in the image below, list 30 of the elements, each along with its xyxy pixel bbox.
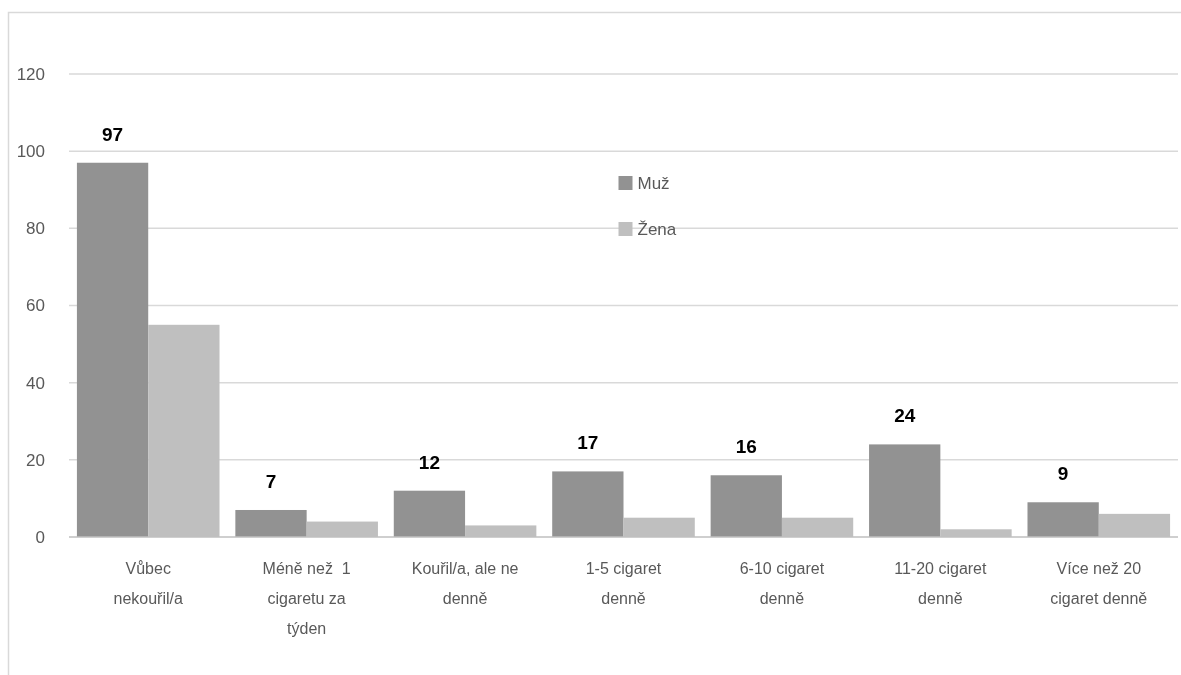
x-tick-label: 11-20 cigaret denně [894,560,988,607]
x-tick-label: Vůbec nekouřil/a [113,560,183,607]
data-label: 97 [102,123,124,145]
legend-label: Žena [637,219,677,239]
y-tick-label: 120 [16,64,45,84]
y-tick-label: 80 [26,219,45,239]
bar [235,509,307,537]
data-label: 24 [894,405,916,427]
bar [552,471,624,537]
x-tick-label: Více než 20 cigaret denně [1050,560,1148,607]
bar [869,444,941,537]
bar [393,490,466,537]
bar [1027,502,1099,537]
data-label: 12 [418,451,440,473]
data-label: 17 [577,432,599,454]
x-tick-label: 6-10 cigaret denně [739,560,825,607]
y-tick-label: 40 [26,373,45,393]
legend-label: Muž [637,173,670,193]
y-tick-label: 100 [16,142,45,162]
data-label: 16 [735,436,757,458]
x-tick-label: Méně než 1 cigaretu za týden [262,560,351,637]
y-tick-label: 60 [26,296,45,316]
data-label: 7 [265,470,277,492]
x-tick-label: Kouřil/a, ale ne denně [411,560,519,607]
bar [710,475,782,537]
x-tick-label: 1-5 cigaret denně [585,560,662,607]
y-tick-label: 20 [26,450,45,470]
bar [76,162,149,537]
data-label: 9 [1057,463,1069,485]
y-tick-label: 0 [35,527,45,547]
